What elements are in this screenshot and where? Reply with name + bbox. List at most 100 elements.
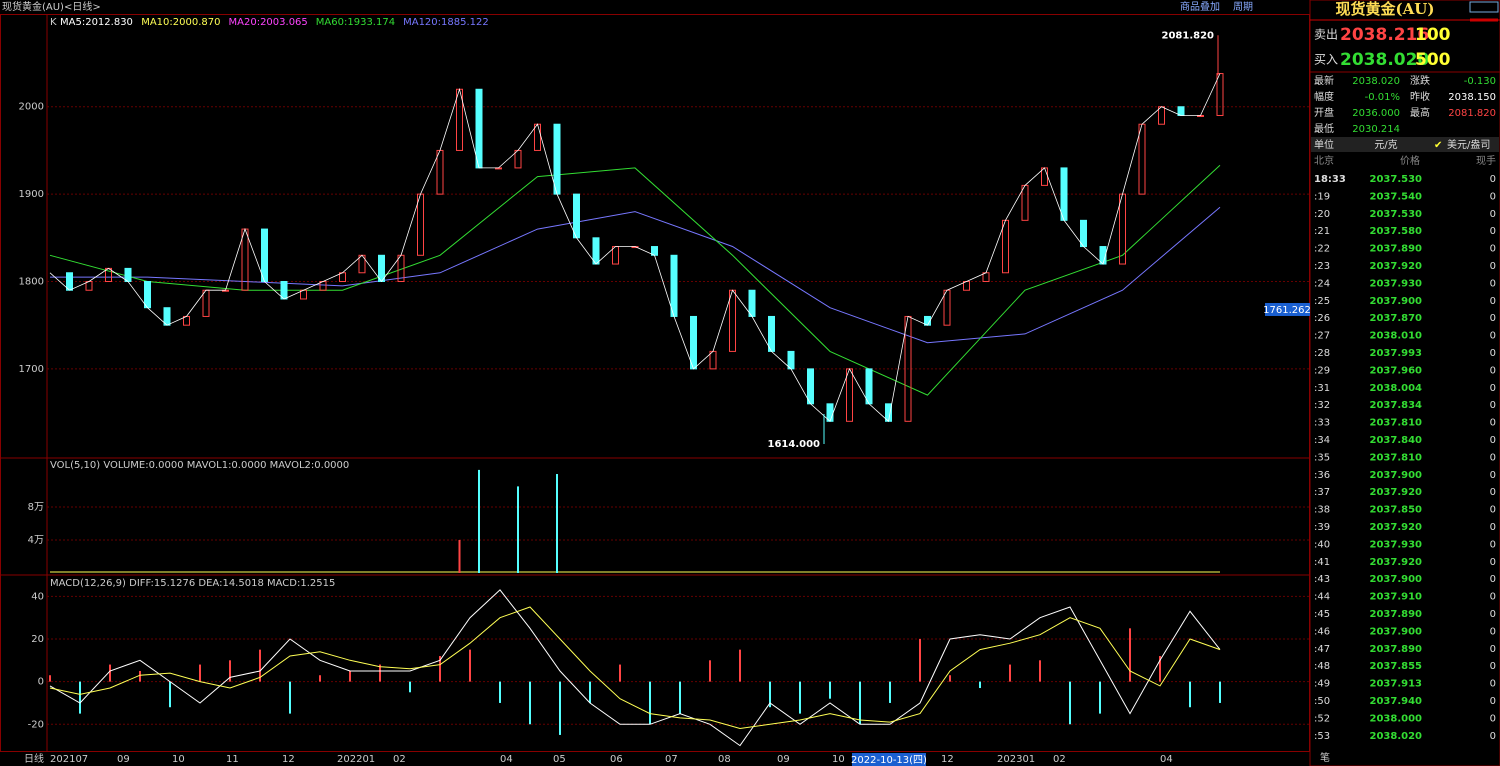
quote-title: 现货黄金(AU): [1336, 0, 1435, 18]
tick-cell: 0: [1490, 713, 1496, 724]
y-tick-label: -20: [28, 719, 44, 730]
x-tick-label: 06: [610, 754, 623, 765]
macd-bar: [1189, 681, 1191, 708]
tick-cell: 2037.900: [1369, 574, 1422, 585]
toolbar-button[interactable]: 周期: [1233, 1, 1253, 13]
tick-cell: :53: [1314, 731, 1330, 742]
volume-bar: [458, 540, 461, 573]
x-tick-label: 11: [226, 754, 239, 765]
window-button[interactable]: [1469, 1, 1499, 13]
macd-bar: [889, 681, 891, 703]
tick-cell: 0: [1490, 226, 1496, 237]
tick-cell: :43: [1314, 574, 1330, 585]
macd-bar: [769, 681, 771, 708]
tick-cell: 0: [1490, 626, 1496, 637]
tick-cell: 0: [1490, 696, 1496, 707]
stat-value: 2030.214: [1352, 124, 1400, 135]
stat-value: -0.130: [1464, 76, 1496, 87]
tick-cell: 2037.850: [1369, 505, 1422, 516]
stat-label: 昨收: [1410, 90, 1430, 103]
macd-bar: [619, 664, 621, 682]
tick-cell: :39: [1314, 522, 1330, 533]
macd-bar: [289, 681, 291, 714]
macd-bar: [1129, 628, 1131, 682]
tick-cell: 2037.900: [1369, 470, 1422, 481]
tick-cell: :35: [1314, 452, 1330, 463]
tick-cell: 2037.530: [1369, 174, 1422, 185]
tick-cell: :26: [1314, 313, 1330, 324]
tick-cell: 2037.840: [1369, 435, 1422, 446]
quote-label: 卖出: [1314, 28, 1338, 42]
tick-cell: :25: [1314, 296, 1330, 307]
tick-cell: :23: [1314, 261, 1330, 272]
tick-cell: 2037.855: [1369, 661, 1422, 672]
tick-cell: 2037.834: [1369, 400, 1422, 411]
tick-cell: 2038.004: [1369, 383, 1422, 394]
tick-cell: 2037.890: [1369, 244, 1422, 255]
macd-bar: [379, 664, 381, 682]
check: ✔: [1434, 140, 1442, 151]
x-tick-label: 09: [117, 754, 130, 765]
window-title: 现货黄金(AU)<日线>: [2, 0, 101, 13]
macd-bar: [979, 681, 981, 689]
tick-cell: 0: [1490, 209, 1496, 220]
tick-cell: :27: [1314, 331, 1330, 342]
cursor-price: 1761.262: [1263, 305, 1311, 316]
tick-cell: :48: [1314, 661, 1330, 672]
period-label: 日线: [24, 752, 44, 765]
panel-label: MACD(12,26,9) DIFF:15.1276 DEA:14.5018 M…: [50, 578, 335, 589]
candle: [66, 272, 73, 291]
legend-item: MA10:2000.870: [141, 17, 220, 28]
macd-bar: [1219, 681, 1221, 703]
macd-bar: [199, 664, 201, 682]
tick-cell: 2037.930: [1369, 539, 1422, 550]
macd-bar: [439, 656, 441, 682]
macd-bar: [319, 675, 321, 682]
tick-cell: :46: [1314, 626, 1330, 637]
tick-cell: :44: [1314, 592, 1330, 603]
stat-value: 2038.150: [1448, 92, 1496, 103]
stat-label: 最高: [1410, 106, 1430, 119]
macd-bar: [709, 660, 711, 682]
stat-label: 涨跌: [1410, 74, 1430, 87]
tick-cell: 2037.920: [1369, 261, 1422, 272]
quote-price: 2038.020: [1340, 50, 1429, 70]
macd-bar: [919, 638, 921, 682]
macd-bar: [469, 649, 471, 682]
macd-bar: [949, 675, 951, 682]
candle: [144, 280, 151, 309]
high-label: 2081.820: [1161, 30, 1214, 41]
tick-cell: 2037.900: [1369, 626, 1422, 637]
tick-cell: 0: [1490, 331, 1496, 342]
macd-bar: [169, 681, 171, 708]
tick-cell: 18:33: [1314, 174, 1346, 185]
macd-bar: [49, 675, 51, 682]
tick-cell: :28: [1314, 348, 1330, 359]
toolbar-button[interactable]: 商品叠加: [1180, 0, 1220, 13]
macd-bar: [1039, 660, 1041, 682]
tick-cell: :32: [1314, 400, 1330, 411]
macd-bar: [79, 681, 81, 714]
macd-bar: [409, 681, 411, 693]
footer: 笔: [1320, 751, 1330, 764]
macd-bar: [1009, 664, 1011, 682]
candle: [748, 289, 756, 317]
tick-cell: 2038.000: [1369, 713, 1422, 724]
candle: [124, 267, 132, 282]
y-tick-label: 1800: [19, 276, 44, 287]
y-tick-label: 2000: [19, 102, 44, 113]
tick-cell: 2037.920: [1369, 557, 1422, 568]
y-tick-label: 8万: [28, 502, 44, 513]
cursor-price-box: [1265, 303, 1310, 316]
macd-bar: [829, 681, 831, 699]
tick-cell: 0: [1490, 679, 1496, 690]
tick-cell: 0: [1490, 557, 1496, 568]
stat-label: 最新: [1314, 74, 1334, 87]
macd-bar: [799, 681, 801, 714]
tick-cell: :41: [1314, 557, 1330, 568]
tick-cell: 2038.020: [1369, 731, 1422, 742]
x-tick-label: 08: [718, 754, 731, 765]
tick-cell: 0: [1490, 383, 1496, 394]
volume-bar: [517, 486, 519, 573]
candle: [690, 315, 697, 370]
